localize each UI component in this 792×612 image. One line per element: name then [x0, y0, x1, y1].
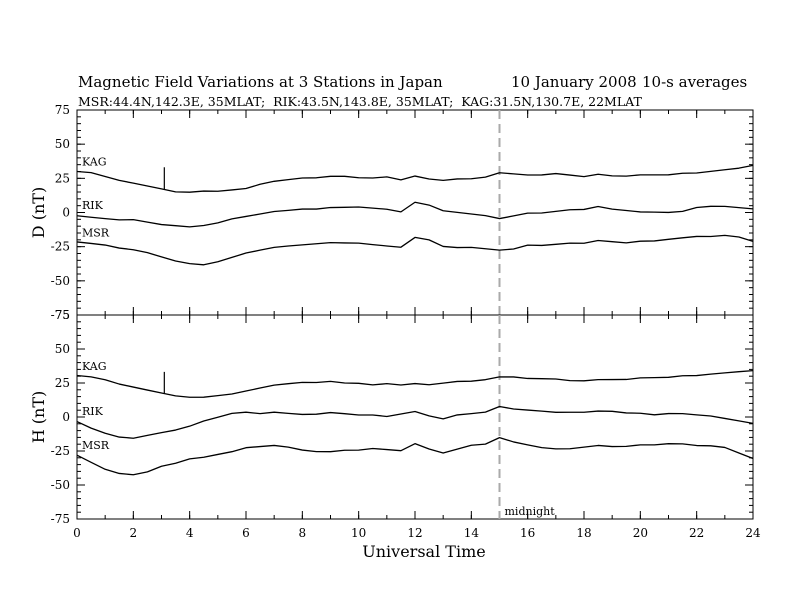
series-line-rik — [76, 405, 754, 439]
y-tick-label: -25 — [51, 444, 70, 458]
y-tick-label: 0 — [62, 206, 70, 220]
chart-title-line: Magnetic Field Variations at 3 Stations … — [78, 73, 747, 91]
station-info: MSR:44.4N,142.3E, 35MLAT; RIK:43.5N,143.… — [78, 94, 642, 109]
x-tick-label: 6 — [242, 526, 250, 540]
series-line-msr — [76, 234, 754, 266]
series-label-msr: MSR — [82, 227, 110, 240]
x-tick-label: 20 — [633, 526, 648, 540]
series-line-kag — [76, 369, 754, 398]
y-tick-label: -25 — [51, 240, 70, 254]
x-tick-label: 14 — [464, 526, 480, 540]
x-tick-label: 0 — [73, 526, 81, 540]
x-tick-label: 8 — [299, 526, 307, 540]
series-label-kag: KAG — [82, 360, 107, 373]
y-tick-label: 25 — [55, 376, 70, 390]
panel-d-component: -75 -50 -25 0 25 50 75 D (nT) KAG RIK MSR — [29, 103, 754, 322]
plot-frame — [76, 314, 754, 520]
y-tick-label: 0 — [62, 410, 70, 424]
y-axis-label: D (nT) — [29, 187, 48, 238]
chart-title: Magnetic Field Variations at 3 Stations … — [78, 73, 443, 91]
midnight-label: midnight — [505, 505, 556, 518]
x-tick-label: 16 — [520, 526, 535, 540]
chart-date: 10 January 2008 — [511, 73, 637, 91]
series-label-msr: MSR — [82, 439, 110, 452]
y-tick-label: -75 — [51, 308, 70, 322]
x-tick-label: 24 — [745, 526, 761, 540]
y-tick-label: 50 — [55, 137, 70, 151]
y-tick-label: 75 — [55, 103, 70, 117]
series-label-kag: KAG — [82, 156, 107, 169]
x-axis-label: Universal Time — [362, 542, 485, 561]
series-label-rik: RIK — [82, 199, 104, 212]
y-tick-label: 50 — [55, 342, 70, 356]
y-tick-label: -50 — [51, 478, 70, 492]
x-tick-label: 10 — [351, 526, 366, 540]
y-axis-label: H (nT) — [29, 391, 48, 444]
y-tick-label: 25 — [55, 171, 70, 185]
series-line-kag — [76, 164, 754, 193]
series-label-rik: RIK — [82, 405, 104, 418]
x-tick-label: 4 — [186, 526, 194, 540]
series-line-msr — [76, 436, 754, 476]
x-tick-label: 2 — [130, 526, 138, 540]
averaging-label: 10-s averages — [642, 73, 748, 91]
y-tick-label: -50 — [51, 274, 70, 288]
y-tick-label: -75 — [51, 512, 70, 526]
x-tick-label: 18 — [576, 526, 591, 540]
y-tick-label: 75 — [55, 308, 70, 322]
x-tick-label: 22 — [689, 526, 704, 540]
series-line-rik — [76, 201, 754, 228]
x-tick-label: 12 — [407, 526, 422, 540]
